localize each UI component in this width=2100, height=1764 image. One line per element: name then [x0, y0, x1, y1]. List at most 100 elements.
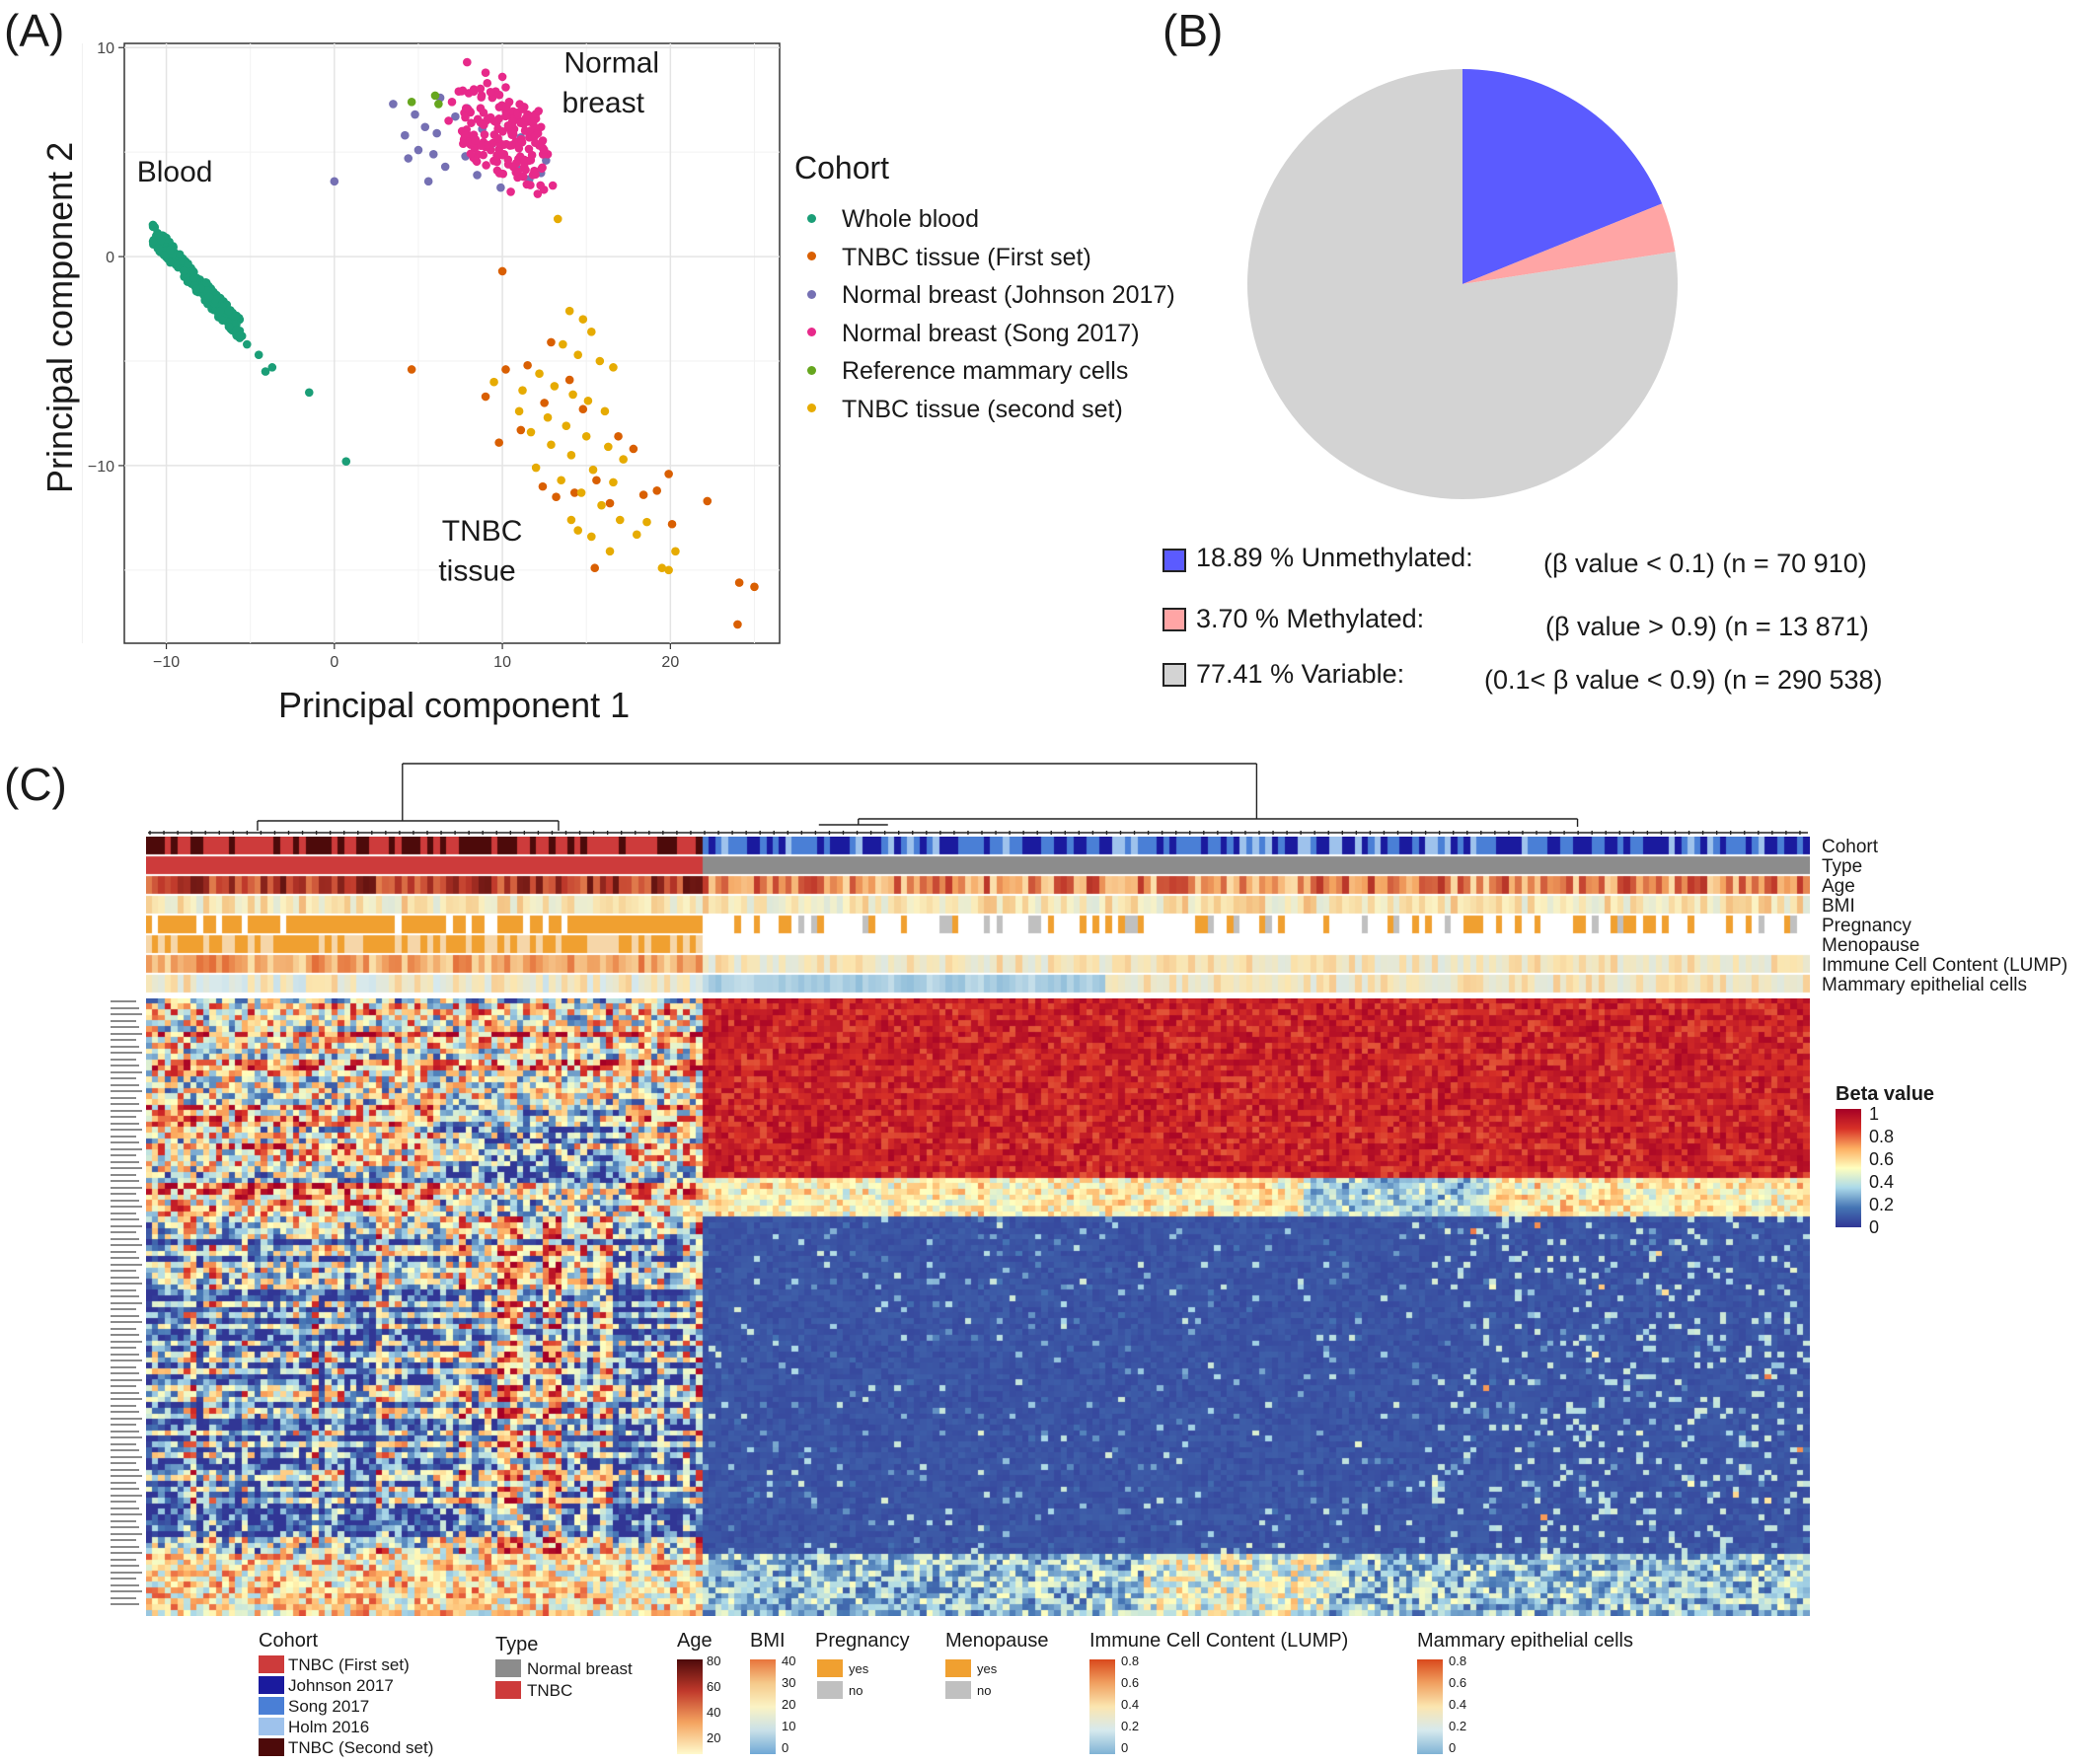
- scatter-point: [538, 136, 548, 145]
- row-label: [111, 1244, 142, 1246]
- row-label: [111, 1270, 136, 1272]
- row-label: [111, 1391, 139, 1394]
- scatter-point: [664, 565, 673, 575]
- scatter-point: [587, 532, 596, 542]
- scatter-point: [267, 363, 277, 372]
- legend-menopause-swatch-no: [945, 1681, 971, 1699]
- row-label: [111, 1000, 136, 1002]
- track-name-immune: Immune Cell Content (LUMP): [1822, 955, 2068, 976]
- scatter-point: [592, 476, 601, 485]
- scatter-point: [733, 620, 742, 629]
- row-label: [111, 1212, 136, 1214]
- scatter-point: [503, 155, 513, 165]
- legend-type-normal: Normal breast: [527, 1659, 633, 1678]
- scatter-point: [538, 481, 548, 491]
- scatter-point: [254, 350, 263, 359]
- scatter-point: [479, 120, 488, 129]
- scatter-point: [533, 128, 543, 138]
- row-label: [111, 1283, 142, 1285]
- y-tick-label: 0: [106, 250, 114, 266]
- scatter-point: [534, 107, 544, 115]
- row-label: [111, 1519, 136, 1522]
- scatter-point: [573, 350, 582, 359]
- track-name-epithelial: Mammary epithelial cells: [1822, 975, 2028, 995]
- scatter-point: [657, 563, 667, 573]
- scatter-point: [166, 246, 175, 255]
- legend-age-colorbar: [677, 1659, 703, 1754]
- row-label: [111, 1160, 139, 1163]
- legend-epithelial-tick-0-6: 0.6: [1449, 1675, 1467, 1690]
- row-label: [111, 1558, 136, 1561]
- row-label: [111, 1147, 142, 1150]
- row-label: [111, 1006, 139, 1009]
- beta-tick-0-2: 0.2: [1869, 1195, 1895, 1214]
- scatter-point: [404, 154, 413, 163]
- row-label: [111, 1090, 142, 1092]
- row-label: [111, 1565, 139, 1567]
- legend-age-tick-60: 60: [707, 1679, 721, 1694]
- x-tick-label: −10: [153, 654, 180, 671]
- legend-cohort-swatch-holm: [259, 1718, 284, 1735]
- scatter-point: [671, 547, 680, 556]
- row-label: [111, 1122, 139, 1125]
- scatter-point: [550, 382, 560, 391]
- legend-age-title: Age: [677, 1630, 712, 1652]
- legend-epithelial-colorbar: [1417, 1659, 1443, 1754]
- row-label: [111, 1288, 136, 1291]
- panel-label-c: (C): [4, 759, 67, 810]
- row-label: [111, 1385, 136, 1387]
- cluster-annotation: TNBC: [442, 515, 523, 548]
- x-tick-label: 0: [330, 654, 338, 671]
- cohort-legend-title: Cohort: [794, 150, 890, 185]
- track-name-type: Type: [1822, 856, 1863, 877]
- scatter-point: [430, 91, 440, 101]
- scatter-point: [481, 68, 490, 77]
- legend-cohort-title: Cohort: [259, 1630, 319, 1652]
- pca-scatter-plot: −10 0 10 20 −10 0 10 Normal breast Blood TNBC tissu…: [81, 40, 781, 671]
- scatter-point: [526, 181, 535, 189]
- legend-epithelial-tick-0: 0: [1449, 1740, 1457, 1755]
- scatter-point: [477, 141, 486, 151]
- scatter-point: [154, 244, 164, 254]
- scatter-point: [536, 181, 546, 190]
- row-label: [111, 1039, 136, 1041]
- scatter-point: [202, 286, 212, 295]
- scatter-point: [557, 476, 565, 485]
- beta-legend-title: Beta value: [1836, 1083, 1935, 1105]
- scatter-point: [461, 104, 471, 113]
- scatter-point: [235, 331, 245, 340]
- scatter-point: [595, 356, 605, 366]
- scatter-point: [304, 388, 314, 398]
- legend-bmi-tick-30: 30: [782, 1675, 796, 1690]
- row-label: [111, 1462, 136, 1464]
- legend-menopause-no: no: [977, 1683, 992, 1698]
- scatter-point: [543, 412, 553, 422]
- scatter-point: [224, 322, 234, 331]
- unmethylated-swatch: [1162, 549, 1186, 572]
- legend-type-swatch-normal: [495, 1659, 521, 1677]
- scatter-point: [473, 171, 482, 180]
- row-label: [111, 1436, 142, 1438]
- scatter-point: [516, 118, 525, 127]
- scatter-point: [514, 144, 524, 153]
- scatter-point: [569, 488, 579, 497]
- row-label: [111, 1231, 136, 1233]
- scatter-point: [566, 515, 576, 525]
- legend-cohort-swatch-johnson: [259, 1676, 284, 1694]
- scatter-point: [514, 406, 524, 416]
- row-label: [111, 1173, 136, 1176]
- scatter-point: [460, 130, 470, 140]
- cluster-annotation: tissue: [438, 554, 515, 587]
- scatter-point: [508, 129, 518, 139]
- legend-epithelial-title: Mammary epithelial cells: [1417, 1630, 1633, 1652]
- legend-epithelial-tick-0-2: 0.2: [1449, 1719, 1467, 1733]
- legend-immune-tick-0: 0: [1121, 1740, 1129, 1755]
- scatter-point: [521, 165, 530, 175]
- scatter-point: [576, 488, 586, 497]
- scatter-point: [581, 431, 591, 441]
- row-label: [111, 1083, 139, 1086]
- legend-cohort-johnson: Johnson 2017: [288, 1676, 394, 1695]
- legend-label: Normal breast (Johnson 2017): [842, 281, 1175, 309]
- row-label: [111, 1218, 139, 1220]
- scatter-point: [527, 150, 537, 160]
